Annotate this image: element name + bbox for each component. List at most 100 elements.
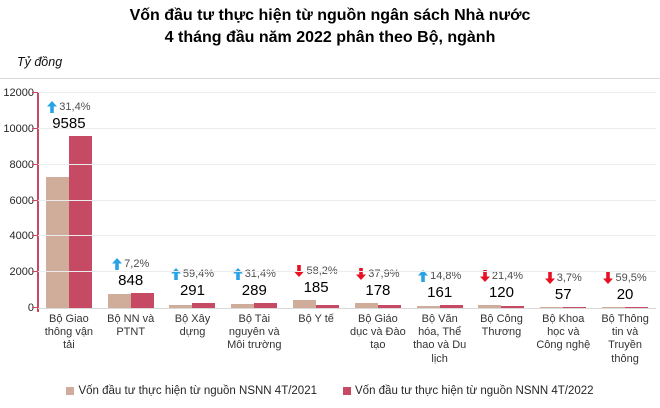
bar-group: 20 59,5% bbox=[594, 93, 656, 308]
gridline bbox=[38, 127, 656, 129]
bar-groups: 9585 31,4% 848 7,2% 291 59,4% 289 31,4% 185 58,2%… bbox=[38, 93, 656, 308]
percent-change-label: 59,4% bbox=[146, 267, 240, 280]
down-arrow-icon bbox=[603, 272, 614, 284]
percent-change-label: 37,9% bbox=[331, 267, 425, 280]
bar-2022 bbox=[316, 304, 340, 308]
y-axis-tick bbox=[32, 163, 38, 165]
percent-change-label: 14,8% bbox=[393, 270, 487, 283]
x-axis-label: Bộ Y tế bbox=[298, 313, 334, 325]
x-axis-label: Bộ Giao thông vận tải bbox=[44, 313, 94, 352]
percent-change-label: 21,4% bbox=[455, 270, 549, 283]
bar-group: 178 37,9% bbox=[347, 93, 409, 308]
bar-2022 bbox=[501, 305, 525, 308]
bar-group: 291 59,4% bbox=[162, 93, 224, 308]
bar-2021 bbox=[416, 305, 440, 308]
x-axis-line bbox=[38, 308, 656, 309]
percent-change-label: 31,4% bbox=[207, 267, 301, 280]
x-axis-label: Bộ Văn hóa, Thể thao và Du lịch bbox=[413, 313, 467, 365]
bar-2021 bbox=[478, 305, 502, 308]
up-arrow-icon bbox=[232, 267, 243, 280]
y-tick-label: 6000 bbox=[9, 194, 34, 207]
y-axis-tick bbox=[32, 271, 38, 273]
bar-group: 120 21,4% bbox=[471, 93, 533, 308]
y-axis-tick bbox=[32, 127, 38, 129]
chart-title: Vốn đầu tư thực hiện từ nguồn ngân sách … bbox=[0, 5, 660, 50]
bar-2021 bbox=[169, 304, 193, 308]
legend: Vốn đầu tư thực hiện từ nguồn NSNN 4T/20… bbox=[0, 385, 660, 397]
legend-swatch-2021 bbox=[66, 387, 75, 395]
bar-2022 bbox=[625, 307, 649, 308]
percent-text: 21,4% bbox=[491, 270, 524, 283]
bar-2022 bbox=[192, 302, 216, 308]
y-axis-tick bbox=[32, 92, 38, 93]
value-label: 161 bbox=[427, 284, 453, 302]
up-arrow-icon bbox=[170, 267, 181, 280]
y-tick-label: 10000 bbox=[3, 122, 34, 135]
y-tick-label: 8000 bbox=[9, 158, 34, 171]
value-label: 57 bbox=[554, 285, 572, 303]
bar-group: 9585 31,4% bbox=[38, 93, 100, 308]
value-label: 848 bbox=[118, 271, 144, 289]
x-axis-label: Bộ Tài nguyên và Môi trường bbox=[227, 313, 282, 352]
down-arrow-icon bbox=[479, 270, 490, 283]
x-axis-label: Bộ Thông tin và Truyền thông bbox=[601, 313, 649, 365]
legend-label-2021: Vốn đầu tư thực hiện từ nguồn NSNN 4T/20… bbox=[78, 385, 317, 397]
gridline bbox=[38, 199, 656, 201]
percent-change-label: 31,4% bbox=[22, 101, 116, 114]
percent-text: 31,4% bbox=[244, 267, 276, 280]
gridline bbox=[38, 271, 656, 273]
percent-text: 3,7% bbox=[556, 271, 582, 284]
value-label: 20 bbox=[616, 286, 634, 303]
bar-2022 bbox=[130, 292, 154, 308]
down-arrow-icon bbox=[356, 267, 367, 280]
value-label: 291 bbox=[179, 281, 205, 299]
bar-2022 bbox=[439, 305, 463, 308]
bar-2021 bbox=[231, 304, 255, 308]
y-tick-label: 0 bbox=[27, 302, 34, 314]
bar-2021 bbox=[45, 177, 69, 308]
percent-change-label: 3,7% bbox=[516, 271, 610, 284]
down-arrow-icon bbox=[294, 265, 305, 278]
value-label: 185 bbox=[303, 279, 329, 297]
y-axis-tick bbox=[32, 199, 38, 201]
value-label: 289 bbox=[241, 281, 267, 299]
bar-2022 bbox=[254, 302, 278, 308]
bar-2021 bbox=[540, 306, 564, 308]
y-axis-tick bbox=[32, 235, 38, 237]
gridline bbox=[38, 235, 656, 237]
value-label: 178 bbox=[365, 281, 391, 299]
gridline bbox=[38, 163, 656, 165]
bar-2021 bbox=[354, 302, 378, 308]
legend-item-2021: Vốn đầu tư thực hiện từ nguồn NSNN 4T/20… bbox=[66, 385, 317, 397]
legend-label-2022: Vốn đầu tư thực hiện từ nguồn NSNN 4T/20… bbox=[355, 385, 594, 397]
percent-text: 7,2% bbox=[124, 257, 150, 270]
bar-group: 161 14,8% bbox=[409, 93, 471, 308]
plot-area: 9585 31,4% 848 7,2% 291 59,4% 289 31,4% 185 58,2%… bbox=[32, 92, 656, 308]
chart-title-line2: 4 tháng đầu năm 2022 phân theo Bộ, ngành bbox=[164, 29, 496, 47]
percent-text: 59,5% bbox=[615, 272, 647, 284]
y-axis-tick-labels: 0 2000 4000 6000 8000 10000 12000 bbox=[0, 87, 34, 314]
legend-item-2022: Vốn đầu tư thực hiện từ nguồn NSNN 4T/20… bbox=[343, 385, 594, 397]
bar-group: 57 3,7% bbox=[532, 93, 594, 308]
up-arrow-icon bbox=[47, 101, 58, 114]
percent-text: 59,4% bbox=[182, 267, 215, 280]
percent-text: 31,4% bbox=[59, 101, 91, 114]
bar-2022 bbox=[563, 306, 587, 308]
y-tick-label: 2000 bbox=[9, 266, 34, 279]
bar-2021 bbox=[107, 293, 131, 308]
bar-2021 bbox=[293, 300, 317, 308]
percent-text: 37,9% bbox=[368, 267, 400, 280]
legend-swatch-2022 bbox=[343, 387, 351, 395]
x-axis-label: Bộ NN và PTNT bbox=[107, 313, 155, 339]
bar-group: 185 58,2% bbox=[285, 93, 347, 308]
percent-text: 14,8% bbox=[430, 270, 462, 283]
y-tick-label: 4000 bbox=[9, 230, 34, 243]
y-axis-tick bbox=[32, 307, 38, 308]
x-axis-labels: Bộ Giao thông vận tải Bộ NN và PTNT Bộ Xây… bbox=[38, 313, 656, 366]
x-axis-label: Bộ Công Thương bbox=[480, 313, 523, 339]
percent-change-label: 7,2% bbox=[84, 257, 178, 270]
percent-text: 58,2% bbox=[306, 265, 338, 278]
bar-2022 bbox=[377, 304, 401, 308]
bar-group: 848 7,2% bbox=[100, 93, 162, 308]
